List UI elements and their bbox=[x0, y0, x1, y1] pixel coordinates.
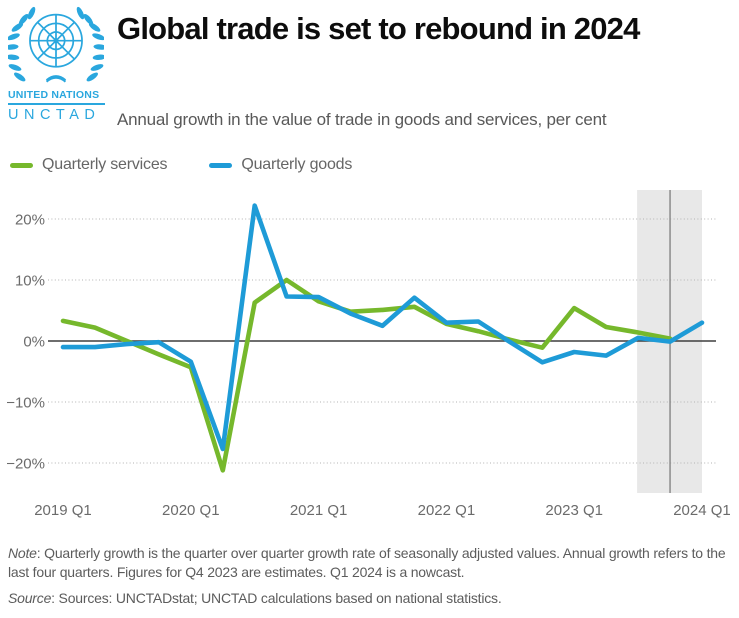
xtick-label-2023-Q1: 2023 Q1 bbox=[545, 502, 603, 519]
source-label: Source bbox=[8, 590, 52, 606]
legend-item-1: Quarterly goods bbox=[209, 156, 352, 174]
xtick-label-2022-Q1: 2022 Q1 bbox=[418, 502, 476, 519]
ytick-label-3: −10% bbox=[6, 395, 45, 412]
xtick-label-2020-Q1: 2020 Q1 bbox=[162, 502, 220, 519]
chart-legend: Quarterly services Quarterly goods bbox=[10, 153, 352, 177]
legend-label: Quarterly goods bbox=[241, 156, 353, 173]
source-text: : Sources: UNCTADstat; UNCTAD calculatio… bbox=[51, 590, 502, 606]
chart-note: Note: Quarterly growth is the quarter ov… bbox=[8, 544, 738, 582]
ytick-label-1: 10% bbox=[15, 273, 45, 290]
ytick-label-0: 20% bbox=[15, 212, 45, 229]
chart-source: Source: Sources: UNCTADstat; UNCTAD calc… bbox=[8, 589, 738, 608]
note-text: : Quarterly growth is the quarter over q… bbox=[8, 545, 726, 580]
legend-swatch-icon bbox=[209, 162, 233, 168]
page-subtitle: Annual growth in the value of trade in g… bbox=[117, 110, 607, 129]
un-logo-block: UNITED NATIONS UNCTAD bbox=[8, 6, 108, 123]
xtick-labels-group: 2019 Q1 2020 Q1 2021 Q1 2022 Q1 2023 Q1 2024 … bbox=[34, 502, 731, 519]
org-acronym: UNCTAD bbox=[8, 107, 101, 123]
xtick-label-2021-Q1: 2021 Q1 bbox=[290, 502, 348, 519]
page-title: Global trade is set to rebound in 2024 bbox=[117, 11, 640, 46]
olive-branches bbox=[8, 6, 104, 82]
legend-item-0: Quarterly services bbox=[10, 156, 168, 174]
series-line-quarterly-goods bbox=[60, 203, 705, 452]
legend-label: Quarterly services bbox=[42, 156, 168, 173]
series-line-quarterly-services bbox=[60, 277, 673, 473]
legend-swatch-icon bbox=[10, 162, 33, 168]
ytick-label-2: 0% bbox=[23, 334, 45, 351]
note-label: Note bbox=[8, 545, 37, 561]
un-emblem-icon bbox=[8, 6, 104, 83]
series-lines-group bbox=[60, 203, 705, 473]
xtick-label-2019-Q1: 2019 Q1 bbox=[34, 502, 92, 519]
trade-chart-svg: 20%10%0%−10%−20% 2019 Q1 2020 Q1 2021 Q1 20… bbox=[6, 190, 731, 519]
ytick-label-4: −20% bbox=[6, 456, 45, 473]
ytick-labels-group: 20% 10% 0% −10% −20% bbox=[6, 212, 45, 473]
xtick-label-2024-Q1: 2024 Q1 bbox=[673, 502, 731, 519]
org-name: UNITED NATIONS bbox=[8, 89, 105, 105]
